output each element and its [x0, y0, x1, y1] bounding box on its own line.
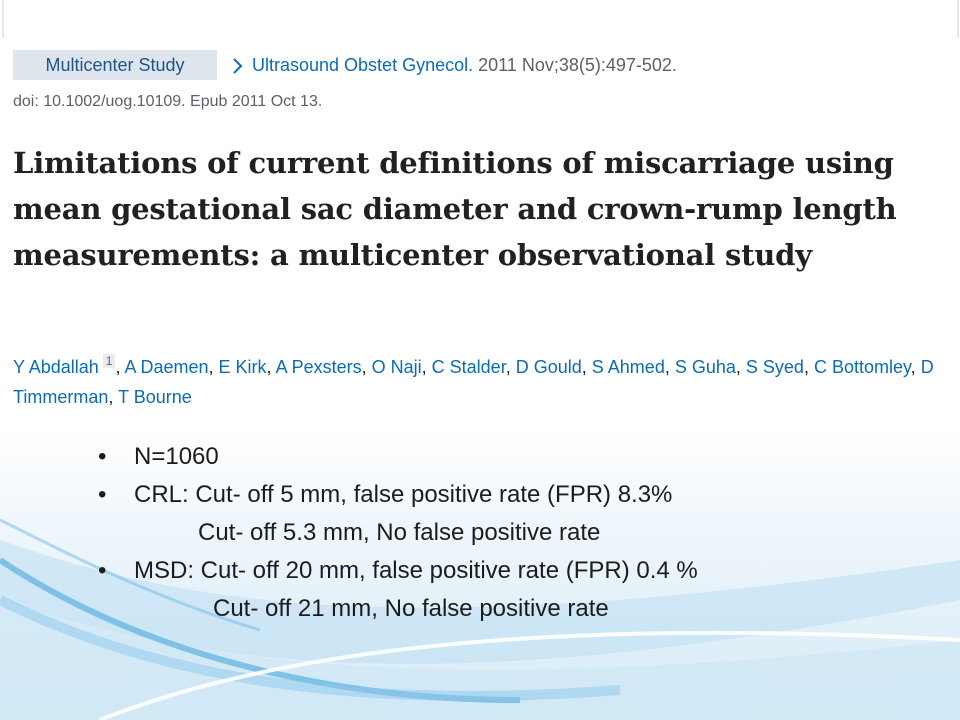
bullet-continuation-row: Cut- off 5.3 mm, No false positive rate — [0, 514, 960, 552]
citation-details: 2011 Nov;38(5):497-502. — [473, 55, 677, 75]
author-link[interactable]: S Guha — [674, 357, 736, 377]
author-separator: , — [910, 357, 921, 377]
bullet-item: • N=1060 — [0, 438, 960, 476]
author-separator: , — [108, 387, 119, 407]
author-link[interactable]: D Gould — [515, 357, 582, 377]
author-link[interactable]: T Bourne — [118, 387, 192, 407]
bullet-item: • CRL: Cut- off 5 mm, false positive rate… — [0, 476, 960, 514]
journal-link[interactable]: Ultrasound Obstet Gynecol. — [252, 55, 474, 75]
author-separator: , — [266, 357, 276, 377]
author-separator: , — [581, 357, 592, 377]
article-title: Limitations of current definitions of mi… — [13, 146, 897, 272]
bullet-continuation: Cut- off 5.3 mm, No false positive rate — [198, 519, 601, 546]
author-list: Y Abdallah 1, A Daemen, E Kirk, A Pexster… — [13, 352, 943, 412]
bullet-list: • N=1060 • CRL: Cut- off 5 mm, false positi… — [0, 438, 960, 628]
affiliation-mark[interactable]: 1 — [102, 354, 116, 368]
author-link[interactable]: A Daemen — [124, 357, 209, 377]
bullet-continuation-row: Cut- off 21 mm, No false positive rate — [0, 590, 960, 628]
bullet-continuation: Cut- off 21 mm, No false positive rate — [213, 595, 609, 622]
author-separator: , — [505, 357, 516, 377]
bullet-item: • MSD: Cut- off 20 mm, false positive rat… — [0, 552, 960, 590]
author-link[interactable]: C Bottomley — [813, 357, 911, 377]
bullet-text: MSD: Cut- off 20 mm, false positive rate… — [134, 557, 698, 584]
author-separator: , — [803, 357, 814, 377]
author-link[interactable]: D Timmerman — [13, 357, 934, 407]
bullet-text: N=1060 — [134, 443, 219, 470]
citation: Ultrasound Obstet Gynecol. 2011 Nov;38(5… — [252, 53, 677, 77]
author-link[interactable]: S Ahmed — [591, 357, 665, 377]
author-link[interactable]: E Kirk — [218, 357, 267, 377]
author-separator: , — [421, 357, 432, 377]
author-separator: , — [664, 357, 675, 377]
author-link[interactable]: S Syed — [745, 357, 804, 377]
author-separator: , — [361, 357, 372, 377]
bullet-marker: • — [98, 443, 107, 470]
bullet-marker: • — [98, 557, 107, 584]
author-link[interactable]: C Stalder — [431, 357, 506, 377]
bullet-marker: • — [98, 481, 107, 508]
bullet-text: CRL: Cut- off 5 mm, false positive rate … — [134, 481, 673, 508]
study-type-badge[interactable]: Multicenter Study — [13, 50, 217, 80]
author-link[interactable]: Y Abdallah — [13, 357, 99, 377]
author-separator: , — [735, 357, 746, 377]
author-link[interactable]: A Pexsters — [275, 357, 362, 377]
chevron-icon — [233, 58, 243, 74]
doi: doi: 10.1002/uog.10109. Epub 2011 Oct 13… — [13, 93, 323, 110]
author-link[interactable]: O Naji — [371, 357, 422, 377]
author-separator: , — [115, 357, 125, 377]
author-separator: , — [208, 357, 219, 377]
